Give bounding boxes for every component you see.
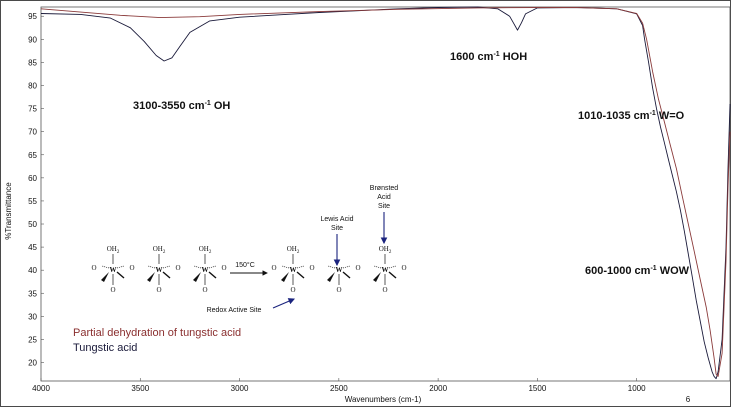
dehydration-scheme: O OH2 W O O OH2 W O O OH2 W O O O OH2 W O O W O O OH2 W O O 150…: [91, 185, 406, 314]
wedge-bond: [162, 271, 171, 279]
annotation-oh-sup: -1: [205, 100, 211, 107]
wedge-bond: [373, 272, 381, 282]
redox-arrow: [272, 298, 296, 309]
hashed-bond: [162, 265, 171, 269]
hashed-bond: [101, 265, 110, 269]
tungsten-atom: W: [202, 266, 209, 274]
series-line-tungstic-acid: [40, 6, 731, 380]
y-tick-label: 65: [28, 151, 37, 160]
hashed-bond: [147, 265, 156, 269]
oxygen-atom: O: [290, 286, 295, 294]
y-tick-label: 40: [28, 266, 37, 275]
annotation-hoh: 1600 cm-1 HOH: [450, 51, 527, 63]
y-tick-label: 90: [28, 35, 37, 44]
lewis-label-2: Site: [331, 225, 343, 232]
oxygen-atom: O: [309, 264, 314, 272]
oxygen-atom: O: [221, 264, 226, 272]
wedge-bond: [116, 271, 125, 279]
y-axis-label: %Transmittance: [4, 182, 13, 240]
oxygen-atom: O: [129, 264, 134, 272]
hashed-bond: [342, 265, 351, 269]
aqua-ligand-label: OH2: [287, 245, 300, 255]
y-tick-label: 45: [28, 243, 37, 252]
bronsted-label-1: Brønsted: [370, 185, 399, 192]
annotation-wo: 1010-1035 cm-1 W=O: [578, 110, 685, 122]
x-tick-label: 2000: [429, 384, 447, 393]
oxygen-atom: O: [382, 286, 387, 294]
hashed-bond: [208, 265, 217, 269]
oxygen-atom: O: [156, 286, 161, 294]
hashed-bond: [327, 265, 336, 269]
annotation-wow-sup: -1: [650, 265, 656, 272]
wedge-bond: [327, 272, 335, 282]
oxygen-atom: O: [110, 286, 115, 294]
oxygen-atom: O: [355, 264, 360, 272]
wedge-bond: [342, 271, 351, 279]
wedge-bond: [296, 271, 305, 279]
page-number: 6: [686, 395, 691, 404]
x-tick-label: 1000: [628, 384, 646, 393]
hashed-bond: [116, 265, 125, 269]
oxygen-atom: O: [336, 286, 341, 294]
tungsten-atom: W: [110, 266, 117, 274]
tungsten-atom: W: [290, 266, 297, 274]
tungsten-atom: W: [336, 266, 343, 274]
hashed-bond: [296, 265, 305, 269]
wedge-bond: [101, 272, 109, 282]
hashed-bond: [193, 265, 202, 269]
x-axis-label: Wavenumbers (cm-1): [345, 395, 422, 404]
legend-tungstic-acid: Tungstic acid: [73, 342, 137, 354]
y-tick-label: 35: [28, 289, 37, 298]
aqua-ligand-label: OH2: [153, 245, 166, 255]
y-tick-label: 25: [28, 335, 37, 344]
reaction-temperature: 150°C: [235, 261, 255, 269]
wedge-bond: [388, 271, 397, 279]
annotation-wow: 600-1000 cm-1 WOW: [585, 265, 690, 277]
annotation-hoh-sup: -1: [493, 51, 499, 58]
y-tick-label: 60: [28, 174, 37, 183]
y-tick-label: 85: [28, 58, 37, 67]
annotation-wo-sup: -1: [650, 110, 656, 117]
hashed-bond: [373, 265, 382, 269]
y-tick-label: 30: [28, 312, 37, 321]
oxygen-atom: O: [202, 286, 207, 294]
plot-area: [40, 6, 731, 382]
legend-partial-dehydration: Partial dehydration of tungstic acid: [73, 327, 241, 339]
wedge-bond: [147, 272, 155, 282]
aqua-ligand-label: OH2: [199, 245, 212, 255]
x-tick-label: 2500: [330, 384, 348, 393]
wedge-bond: [208, 271, 217, 279]
y-tick-label: 75: [28, 105, 37, 114]
tungsten-atom: W: [382, 266, 389, 274]
x-tick-label: 4000: [32, 384, 50, 393]
bronsted-label-2: Acid: [377, 194, 391, 201]
oxygen-atom: O: [271, 264, 276, 272]
lewis-label-1: Lewis Acid: [320, 216, 353, 223]
y-tick-label: 70: [28, 128, 37, 137]
x-tick-label: 3500: [131, 384, 149, 393]
y-tick-label: 55: [28, 197, 37, 206]
series-line-partial-dehydration: [40, 7, 731, 377]
oxygen-atom: O: [175, 264, 180, 272]
oxygen-atom: O: [91, 264, 96, 272]
bronsted-label-3: Site: [378, 203, 390, 210]
oxygen-atom: O: [401, 264, 406, 272]
hashed-bond: [388, 265, 397, 269]
y-tick-label: 20: [28, 359, 37, 368]
redox-label: Redox Active Site: [207, 307, 262, 314]
x-tick-label: 1500: [528, 384, 546, 393]
x-tick-label: 3000: [231, 384, 249, 393]
wedge-bond: [281, 272, 289, 282]
y-tick-label: 50: [28, 220, 37, 229]
aqua-ligand-label: OH2: [107, 245, 120, 255]
annotation-oh: 3100-3550 cm-1 OH: [133, 100, 230, 112]
y-tick-label: 80: [28, 81, 37, 90]
hashed-bond: [281, 265, 290, 269]
wedge-bond: [193, 272, 201, 282]
tungsten-atom: W: [156, 266, 163, 274]
y-tick-label: 95: [28, 12, 37, 21]
aqua-ligand-label: OH2: [379, 245, 392, 255]
